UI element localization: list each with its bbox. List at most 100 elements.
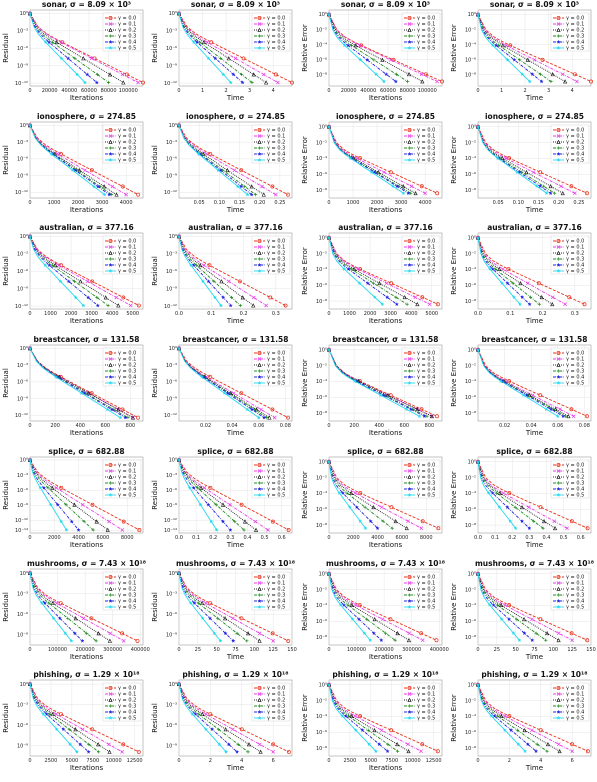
data-point-marker [270,630,275,635]
data-point-marker [270,184,275,189]
legend-label: γ = 0.0 [566,686,584,692]
series-line [477,126,547,194]
y-tick-label: 10⁻⁶ [315,57,326,63]
series-line [29,348,126,419]
legend-marker [556,580,561,585]
x-tick-label: 125 [269,647,279,653]
data-point-marker [240,727,244,732]
series-gamma-5 [326,235,385,307]
legend-label: γ = 0.3 [118,145,136,151]
y-tick-label: 10⁻⁴ [465,379,476,385]
series-gamma-1 [177,346,277,420]
x-axis-label: Iterations [368,653,402,661]
data-point-marker [64,502,68,507]
chart-svg: ionosphere, σ = 274.850.05 0.10 0.15 0.20 0.… [151,112,293,214]
legend-marker [108,374,113,379]
data-point-marker [239,615,244,620]
legend-marker [556,697,561,703]
chart-svg: australian, σ = 377.160.0 0.1 0.2 0.310⁰10⁻… [151,223,293,325]
legend: γ = 0.0γ = 0.1γ = 0.2γ = 0.3γ = 0.4γ = 0… [252,236,291,275]
series-line [328,573,395,641]
data-point-marker [499,616,504,621]
series-line [328,684,409,752]
x-axis-label: Iterations [368,317,402,325]
legend-marker [108,380,113,385]
x-tick-label: 400 [75,423,85,429]
data-point-marker [522,728,527,733]
data-point-marker [427,302,432,307]
data-point-marker [538,505,543,509]
data-point-marker [85,631,89,635]
x-tick-label: 0 [28,200,31,206]
series-line [328,126,437,194]
legend-marker [108,362,113,367]
data-point-marker [41,485,46,490]
legend-label: γ = 0.5 [118,157,136,163]
x-tick-label: 0.02 [499,423,510,429]
data-point-marker [326,12,331,17]
legend-label: γ = 0.1 [118,580,136,586]
data-point-marker [520,72,525,77]
y-tick-label: 10⁰ [169,570,177,576]
legend-label: γ = 0.0 [118,239,136,245]
panel-title: sonar, σ = 8.09 × 10³ [490,0,579,9]
series-line [178,124,253,195]
series-gamma-0 [177,682,292,755]
series-gamma-5 [27,346,123,420]
data-point-marker [569,407,574,412]
data-point-marker [107,519,111,524]
legend-label: γ = 0.1 [566,245,584,251]
legend-marker [108,604,113,609]
x-tick-label: 200000 [76,647,95,653]
x-tick-label: 0 [178,88,181,94]
data-point-marker [511,295,516,300]
panel-title: australian, σ = 377.16 [338,223,433,232]
data-point-marker [59,56,64,61]
data-point-marker [107,742,111,747]
data-point-marker [372,295,377,300]
data-point-marker [75,72,80,77]
data-point-marker [97,750,101,754]
data-point-marker [544,630,549,635]
data-point-marker [525,742,530,747]
legend: γ = 0.0γ = 0.1γ = 0.2γ = 0.3γ = 0.4γ = 0… [401,347,440,387]
y-tick-label: 10⁻⁶ [17,611,28,617]
data-point-marker [222,391,227,396]
legend-label: γ = 0.2 [267,139,285,145]
y-tick-label: 10⁻² [465,475,476,481]
legend-label: γ = 0.2 [566,139,584,145]
data-point-marker [89,167,94,172]
data-point-marker [530,72,535,77]
x-axis-label: Iterations [368,541,402,549]
legend: γ = 0.0γ = 0.1γ = 0.2γ = 0.3γ = 0.4γ = 0… [252,682,291,722]
series-line [328,461,422,529]
x-tick-label: 200 [50,423,60,429]
data-point-marker [342,43,347,48]
series-line [328,238,397,306]
y-tick-label: 10⁻² [465,27,476,33]
data-point-marker [538,393,542,398]
series-gamma-0 [326,124,439,195]
data-point-marker [56,263,61,268]
series-line [178,348,289,419]
x-tick-label: 5000 [126,311,139,317]
x-tick-label: 60000 [380,88,396,94]
data-point-marker [357,602,362,607]
data-point-marker [506,267,511,272]
data-point-marker [235,631,239,635]
x-axis-label: Iterations [70,541,104,549]
y-tick-label: 10⁻³ [17,29,28,35]
series-line [29,684,89,753]
series-gamma-1 [326,12,439,84]
legend-marker [407,351,411,356]
panel-title: ionosphere, σ = 274.85 [335,112,434,121]
panel-title: breastcancer, σ = 131.58 [34,335,140,344]
series-line [477,14,577,82]
data-point-marker [393,638,397,642]
y-tick-label: 10⁻⁸ [465,187,476,193]
series-line [178,124,277,195]
legend-label: γ = 0.5 [267,46,285,52]
legend-label: γ = 0.2 [267,28,285,34]
data-point-marker [499,281,504,286]
